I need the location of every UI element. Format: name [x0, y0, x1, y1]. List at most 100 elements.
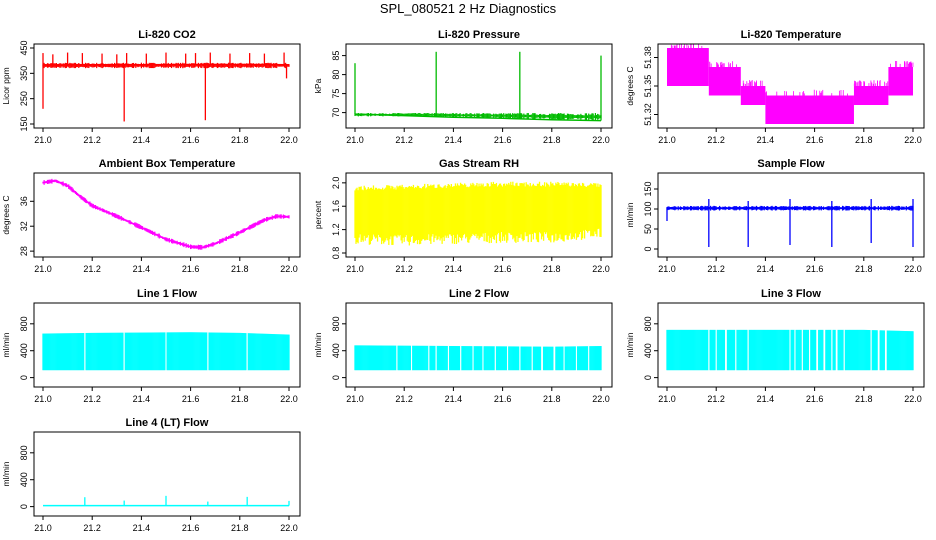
x-tick-label: 21.4	[133, 264, 151, 274]
x-tick-label: 21.4	[133, 394, 151, 404]
y-tick-label: 51.38	[643, 46, 653, 69]
data-layer	[354, 181, 602, 246]
chart-line-1-flow: Line 1 Flow ml/min 21.0 21.2 21.4 21.6 21.8 22.…	[1, 288, 301, 404]
data-layer	[666, 329, 914, 371]
chart-title: Line 1 Flow	[137, 288, 197, 300]
series-line	[42, 179, 290, 249]
x-tick-label: 21.2	[395, 394, 413, 404]
y-tick-label: 51.35	[643, 75, 653, 98]
x-tick-label: 21.8	[231, 135, 249, 145]
y-tick-label: 2.0	[331, 177, 341, 190]
plot-frame	[345, 172, 613, 258]
x-tick-label: 21.0	[346, 135, 364, 145]
x-tick-label: 21.2	[83, 394, 101, 404]
x-tick-label: 22.0	[280, 135, 298, 145]
x-tick-label: 21.2	[707, 264, 725, 274]
x-tick-label: 21.0	[658, 135, 676, 145]
y-tick-label: 400	[331, 343, 341, 358]
plot-frame	[345, 302, 613, 388]
y-tick-label: 100	[643, 201, 653, 216]
y-axis-label: ml/min	[1, 332, 11, 357]
x-tick-label: 21.2	[83, 264, 101, 274]
data-layer	[354, 51, 602, 122]
x-tick-label: 21.8	[855, 135, 873, 145]
data-layer	[42, 178, 290, 250]
y-tick-label: 400	[643, 343, 653, 358]
x-tick-label: 22.0	[280, 264, 298, 274]
chart-line-2-flow: Line 2 Flow ml/min 21.0 21.2 21.4 21.6 21.8 22.…	[313, 288, 613, 404]
chart-title: Ambient Box Temperature	[99, 158, 236, 170]
plot-frame	[657, 302, 925, 388]
y-tick-label: 0	[19, 375, 29, 380]
x-tick-label: 21.4	[445, 135, 463, 145]
x-tick-label: 21.8	[543, 394, 561, 404]
x-tick-label: 21.4	[757, 135, 775, 145]
y-tick-label: 800	[19, 445, 29, 460]
step-band	[888, 67, 913, 96]
y-tick-label: 85	[331, 51, 341, 61]
step-band	[667, 48, 709, 86]
data-layer	[42, 332, 290, 371]
chart-ambient-box-temperature: Ambient Box Temperature degrees C 21.0 21.2…	[1, 158, 301, 274]
x-tick-label: 21.0	[346, 264, 364, 274]
x-tick-label: 21.2	[395, 135, 413, 145]
y-tick-label: 1.6	[331, 200, 341, 213]
plot-frame	[345, 43, 613, 129]
x-tick-label: 21.0	[34, 264, 52, 274]
y-tick-label: 800	[19, 316, 29, 331]
x-tick-label: 21.2	[707, 394, 725, 404]
x-tick-label: 21.0	[34, 394, 52, 404]
figure-title: SPL_080521 2 Hz Diagnostics	[380, 1, 557, 16]
y-tick-label: 28	[19, 246, 29, 256]
x-tick-label: 21.4	[445, 394, 463, 404]
y-tick-label: 1.2	[331, 223, 341, 236]
y-tick-label: 51.32	[643, 103, 653, 126]
chart-title: Li-820 CO2	[138, 29, 195, 41]
y-axis-label: degrees C	[1, 195, 11, 234]
plot-frame	[33, 172, 301, 258]
y-axis-label: ml/min	[313, 332, 323, 357]
series-line	[42, 63, 290, 66]
x-tick-label: 21.6	[494, 135, 512, 145]
x-tick-label: 21.2	[395, 264, 413, 274]
x-tick-label: 22.0	[904, 264, 922, 274]
y-tick-label: 800	[643, 316, 653, 331]
chart-title: Line 4 (LT) Flow	[126, 417, 209, 429]
chart-line-4-lt-flow: Line 4 (LT) Flow ml/min 21.0 21.2 21.4 21.6 21…	[1, 417, 301, 533]
x-tick-label: 21.6	[494, 264, 512, 274]
x-tick-label: 21.8	[855, 264, 873, 274]
x-tick-label: 21.6	[806, 264, 824, 274]
data-layer	[43, 495, 290, 507]
y-tick-label: 0	[19, 504, 29, 509]
y-tick-label: 75	[331, 89, 341, 99]
x-tick-label: 21.6	[182, 523, 200, 533]
x-tick-label: 21.2	[83, 135, 101, 145]
plot-frame	[33, 431, 301, 517]
plot-frame	[33, 302, 301, 388]
y-tick-label: 400	[19, 472, 29, 487]
chart-title: Li-820 Pressure	[438, 29, 520, 41]
y-axis-label: ml/min	[625, 332, 635, 357]
chart-title: Gas Stream RH	[439, 158, 519, 170]
y-axis-label: ml/min	[1, 461, 11, 486]
x-tick-label: 22.0	[280, 523, 298, 533]
y-tick-label: 32	[19, 221, 29, 231]
y-tick-label: 70	[331, 108, 341, 118]
chart-li-820-pressure: Li-820 Pressure kPa 21.0 21.2 21.4 21.6 21.8 22…	[313, 29, 613, 145]
y-tick-label: 350	[19, 66, 29, 81]
x-tick-label: 21.8	[543, 135, 561, 145]
y-axis-label: percent	[313, 200, 323, 229]
x-tick-label: 21.6	[806, 394, 824, 404]
x-tick-label: 22.0	[280, 394, 298, 404]
chart-title: Line 2 Flow	[449, 288, 509, 300]
x-tick-label: 21.4	[757, 394, 775, 404]
x-tick-label: 21.4	[133, 135, 151, 145]
y-tick-label: 0.8	[331, 247, 341, 260]
series-line	[354, 113, 602, 122]
x-tick-label: 21.8	[231, 264, 249, 274]
y-tick-label: 800	[331, 316, 341, 331]
chart-line-3-flow: Line 3 Flow ml/min 21.0 21.2 21.4 21.6 21.8 22.…	[625, 288, 925, 404]
x-tick-label: 21.8	[231, 523, 249, 533]
data-layer	[42, 52, 290, 122]
